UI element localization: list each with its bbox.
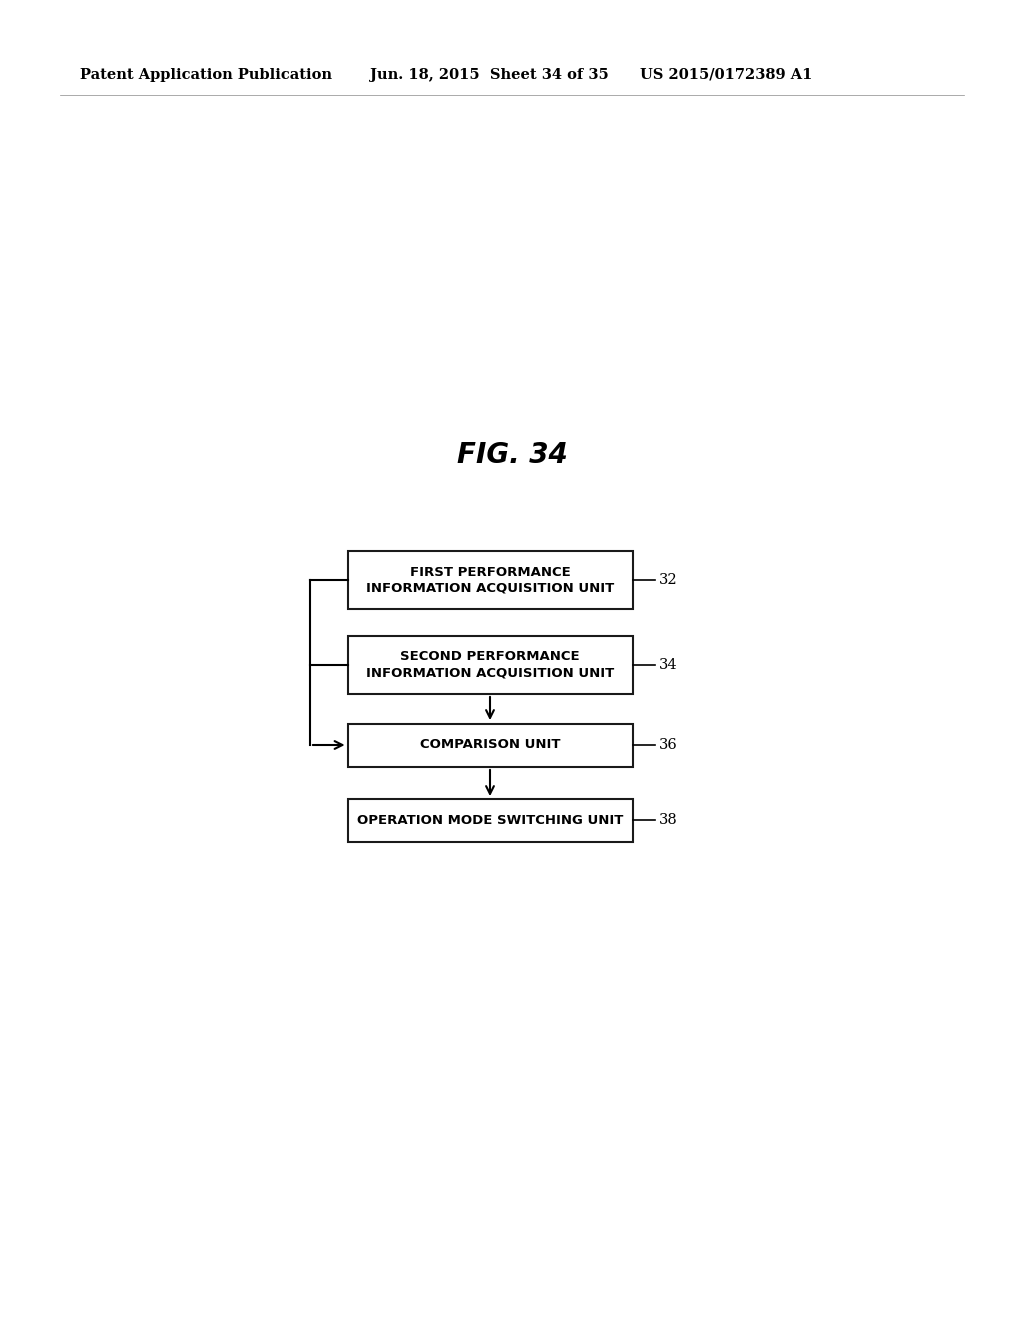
- Bar: [347, 550, 633, 609]
- Text: OPERATION MODE SWITCHING UNIT: OPERATION MODE SWITCHING UNIT: [356, 813, 624, 826]
- Text: 34: 34: [658, 657, 677, 672]
- Bar: [347, 723, 633, 767]
- Text: SECOND PERFORMANCE
INFORMATION ACQUISITION UNIT: SECOND PERFORMANCE INFORMATION ACQUISITI…: [366, 651, 614, 680]
- Text: Jun. 18, 2015  Sheet 34 of 35: Jun. 18, 2015 Sheet 34 of 35: [370, 69, 608, 82]
- Text: Patent Application Publication: Patent Application Publication: [80, 69, 332, 82]
- Text: 32: 32: [658, 573, 677, 587]
- Bar: [347, 799, 633, 842]
- Text: 36: 36: [658, 738, 677, 752]
- Text: US 2015/0172389 A1: US 2015/0172389 A1: [640, 69, 812, 82]
- Text: COMPARISON UNIT: COMPARISON UNIT: [420, 738, 560, 751]
- Text: FIG. 34: FIG. 34: [457, 441, 567, 469]
- Bar: [347, 636, 633, 694]
- Text: 38: 38: [658, 813, 677, 828]
- Text: FIRST PERFORMANCE
INFORMATION ACQUISITION UNIT: FIRST PERFORMANCE INFORMATION ACQUISITIO…: [366, 565, 614, 594]
